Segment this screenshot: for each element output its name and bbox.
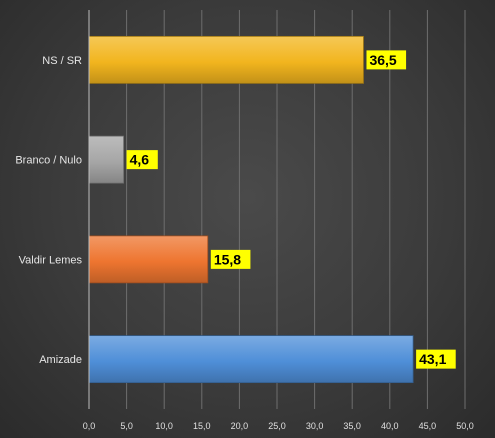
category-label: NS / SR (42, 55, 82, 67)
x-tick-label: 30,0 (306, 421, 324, 431)
bars (88, 35, 414, 384)
category-label: Branco / Nulo (15, 155, 82, 167)
category-label: Valdir Lemes (19, 254, 83, 266)
x-tick-label: 25,0 (268, 421, 286, 431)
bar (88, 335, 414, 384)
x-tick-label: 10,0 (155, 421, 173, 431)
category-label: Amizade (39, 354, 82, 366)
x-tick-label: 5,0 (120, 421, 133, 431)
x-tick-label: 20,0 (231, 421, 249, 431)
x-tick-label: 0,0 (83, 421, 96, 431)
x-tick-label: 45,0 (419, 421, 437, 431)
bar (88, 235, 209, 284)
data-label-box (366, 50, 407, 70)
x-tick-label: 15,0 (193, 421, 211, 431)
data-label-box (416, 349, 456, 369)
x-tick-label: 50,0 (456, 421, 474, 431)
data-label: 43,1 (419, 351, 446, 367)
data-label: 36,5 (369, 52, 396, 68)
x-tick-label: 40,0 (381, 421, 399, 431)
x-tick-label: 35,0 (343, 421, 361, 431)
data-label: 4,6 (130, 152, 150, 168)
data-label-box (210, 249, 251, 269)
labels: 0,0 5,0 10,0 15,0 20,0 25,0 30,0 35,0 40,0 45,0 50… (15, 50, 474, 431)
data-label-box (126, 150, 158, 170)
bar (88, 135, 124, 184)
data-label: 15,8 (214, 251, 241, 267)
bar (88, 35, 364, 84)
